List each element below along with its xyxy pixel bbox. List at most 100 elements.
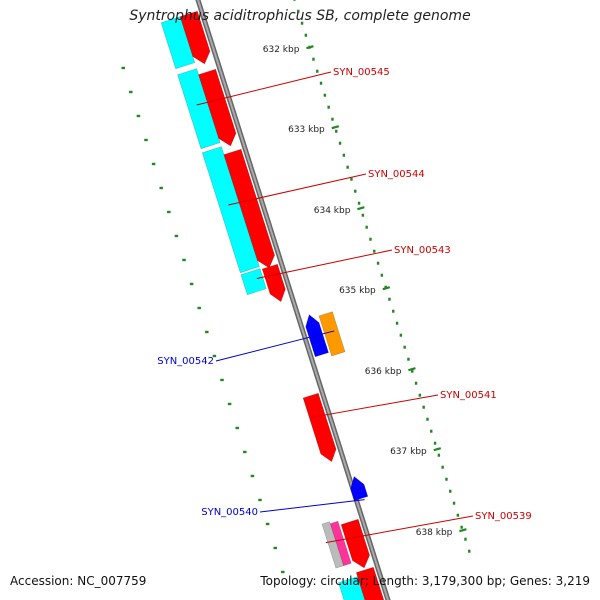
minor-tick [403,345,406,349]
gene-syn-00543 [223,148,275,269]
major-tick [433,447,442,452]
genome-summary: Topology: circular; Length: 3,179,300 bp… [260,574,590,588]
minor-tick [452,501,456,505]
minor-tick [304,33,308,37]
minor-tick [273,546,277,550]
minor-tick [331,117,334,121]
major-tick [459,528,467,533]
minor-tick [346,165,349,169]
cyan-track-segment [240,268,267,296]
minor-tick [129,90,133,94]
gene-leader-line [196,71,332,106]
minor-tick [293,0,296,1]
minor-tick [235,426,239,430]
minor-tick [354,189,357,193]
minor-tick [460,525,463,529]
minor-tick [174,234,179,238]
minor-tick [411,369,414,373]
minor-tick [395,321,399,325]
major-tick [306,45,314,50]
gene-leader-line [311,394,439,418]
gene-label: SYN_00541 [440,390,497,401]
minor-tick [437,453,441,457]
gene-syn-00545 [179,10,211,65]
accession-label: Accession: NC_007759 [10,574,147,588]
gene-label: SYN_00545 [333,67,390,78]
gene-label: SYN_00542 [157,356,214,367]
minor-tick [316,69,319,73]
minor-tick [357,201,361,205]
major-tick [357,206,365,211]
minor-tick [376,261,380,265]
minor-tick [189,282,194,286]
minor-tick [300,21,304,25]
minor-tick [297,9,300,13]
gene-label: SYN_00543 [394,245,451,256]
minor-tick [312,57,315,61]
gene-label: SYN_00539 [475,511,532,522]
minor-tick [365,225,368,229]
minor-tick [212,354,217,358]
major-tick [331,125,340,130]
gene-label: SYN_00540 [201,507,258,518]
minor-tick [433,441,437,445]
minor-tick [258,498,262,502]
tick-label: 637 kbp [390,447,427,457]
gene-syn-00544 [198,68,237,147]
minor-tick [430,429,433,433]
minor-tick [144,138,148,142]
minor-tick [456,513,460,517]
minor-tick [399,333,403,337]
minor-tick [388,297,391,301]
minor-tick [350,177,353,181]
tick-label: 636 kbp [365,367,402,377]
minor-tick [227,402,232,406]
major-tick [408,367,416,372]
gene-syn-00540 [350,475,369,501]
tick-label: 638 kbp [416,528,453,538]
minor-tick [197,306,201,310]
minor-tick [243,450,247,454]
minor-tick [121,66,125,70]
gene-leader-line [215,330,335,362]
minor-tick [426,417,429,421]
minor-tick [422,405,425,409]
minor-tick [441,465,444,469]
minor-tick [265,522,270,526]
major-tick [382,286,391,291]
tick-label: 633 kbp [288,125,325,135]
minor-tick [250,474,255,478]
minor-tick [167,210,171,214]
minor-tick [159,186,163,190]
minor-tick [182,258,186,262]
minor-tick [335,129,338,133]
minor-tick [380,273,384,277]
minor-tick [449,489,452,493]
cyan-track-segment [160,16,196,70]
minor-tick [369,237,372,241]
minor-tick [407,357,410,361]
minor-tick [392,309,395,313]
minor-tick [338,141,342,145]
minor-tick [220,378,224,382]
gene-leader-line [256,249,393,279]
tick-label: 634 kbp [314,206,351,216]
gene-leader-line [228,173,367,206]
gene-leader-line [259,499,365,513]
minor-tick [319,81,323,85]
minor-tick [414,381,418,385]
minor-tick [445,477,448,481]
grey-feature [321,521,344,569]
gene-syn-00539 [340,518,370,569]
minor-tick [384,285,387,289]
minor-tick [205,330,209,334]
minor-tick [342,153,346,157]
minor-tick [136,114,141,118]
gene-leader-line [325,515,474,544]
minor-tick [361,213,365,217]
gene-extra [355,566,385,600]
minor-tick [468,549,471,553]
map-title: Syntrophus aciditrophicus SB, complete g… [129,8,471,24]
